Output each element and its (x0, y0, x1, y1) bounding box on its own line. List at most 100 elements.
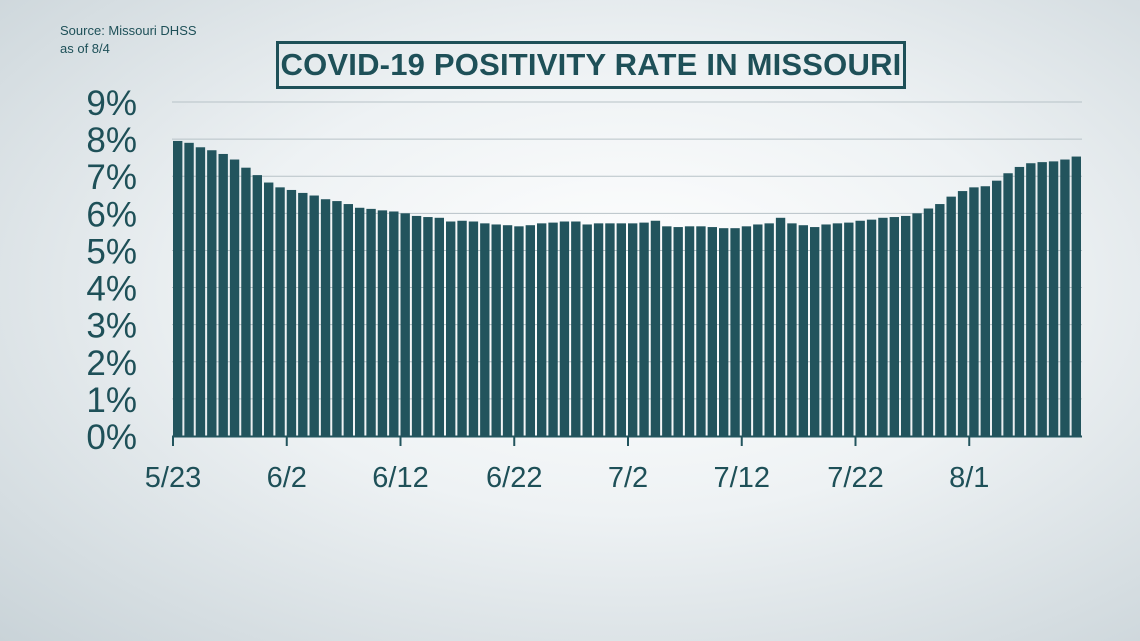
y-tick-label: 2% (86, 344, 137, 383)
bar (775, 217, 786, 436)
x-tick-label: 6/12 (372, 462, 428, 494)
bar (411, 215, 422, 436)
bar (662, 226, 672, 436)
y-tick-label: 5% (86, 232, 137, 271)
bar (207, 150, 217, 436)
bar (229, 159, 240, 436)
bar (741, 226, 752, 436)
y-tick-label: 3% (86, 307, 137, 346)
bar (696, 226, 706, 436)
y-tick-label: 7% (86, 158, 137, 197)
bar (366, 208, 376, 436)
bar (275, 187, 285, 436)
bar (605, 223, 615, 436)
as-of-line: as of 8/4 (60, 41, 110, 56)
bar (184, 142, 194, 437)
bar (1014, 166, 1025, 436)
bar (537, 223, 547, 436)
bar (923, 208, 934, 436)
bar (650, 220, 661, 436)
bar (320, 199, 331, 436)
bar (400, 213, 410, 436)
bar (491, 224, 501, 436)
bar (673, 227, 683, 436)
bar (298, 192, 308, 436)
y-tick-label: 9% (86, 84, 137, 123)
bar (730, 228, 740, 436)
bar (946, 196, 956, 436)
y-tick-label: 0% (86, 418, 137, 457)
x-tick-label: 8/1 (949, 462, 989, 494)
bar (957, 191, 968, 436)
bar (1071, 156, 1081, 436)
bar (844, 222, 854, 436)
x-tick-label: 7/12 (714, 462, 770, 494)
x-tick-label: 7/22 (827, 462, 883, 494)
bar (446, 221, 456, 436)
bar (821, 224, 831, 436)
bar (434, 217, 444, 436)
y-tick-label: 8% (86, 121, 137, 160)
bar (992, 180, 1002, 436)
bar (457, 220, 467, 436)
bar (286, 189, 297, 436)
bar (389, 211, 399, 436)
y-tick-label: 1% (86, 381, 137, 420)
bar (1048, 161, 1059, 436)
x-tick-label: 6/2 (267, 462, 307, 494)
x-tick-label: 6/22 (486, 462, 542, 494)
bar (787, 223, 797, 436)
bar (218, 153, 228, 436)
bar (1060, 159, 1070, 436)
bar (889, 217, 899, 436)
bar (309, 195, 319, 436)
bar (764, 223, 774, 436)
y-tick-label: 4% (86, 270, 137, 309)
bar (616, 223, 626, 436)
bar (1003, 173, 1013, 436)
bar (707, 227, 717, 436)
bar (514, 226, 524, 436)
bar (969, 187, 979, 436)
bar (468, 221, 479, 436)
bar (684, 226, 695, 436)
bar (480, 223, 490, 436)
bar (901, 215, 911, 436)
bar (753, 224, 763, 436)
bar (355, 207, 365, 436)
bar (571, 221, 581, 436)
bar (810, 227, 820, 436)
x-tick-labels: 5/23 6/2 6/12 6/22 7/2 7/12 7/22 8/1 (145, 436, 989, 494)
bar (582, 224, 592, 436)
bar (639, 222, 649, 436)
source-note: Source: Missouri DHSS as of 8/4 (60, 22, 197, 58)
bar (195, 147, 206, 436)
x-tick-label: 5/23 (145, 462, 201, 494)
gridlines (172, 101, 1082, 400)
bar (423, 217, 433, 436)
bar (241, 167, 251, 437)
x-tick-label: 7/2 (608, 462, 648, 494)
bar (548, 222, 558, 436)
bar (798, 225, 808, 436)
bar (912, 213, 922, 436)
bar (866, 219, 877, 436)
bar (719, 228, 729, 436)
chart-title: COVID-19 POSITIVITY RATE IN MISSOURI (280, 47, 902, 82)
bar (173, 140, 183, 436)
bar (332, 201, 342, 436)
bar (252, 175, 262, 436)
bar (377, 210, 388, 436)
bar (593, 223, 604, 436)
chart-title-box: COVID-19 POSITIVITY RATE IN MISSOURI (276, 41, 906, 89)
bar (855, 220, 865, 436)
bar (878, 217, 888, 436)
source-line: Source: Missouri DHSS (60, 23, 197, 38)
bar (628, 223, 638, 436)
bar (1026, 163, 1036, 436)
bar (502, 225, 513, 436)
bar (343, 204, 353, 436)
y-tick-label: 6% (86, 195, 137, 234)
bar (264, 182, 274, 436)
